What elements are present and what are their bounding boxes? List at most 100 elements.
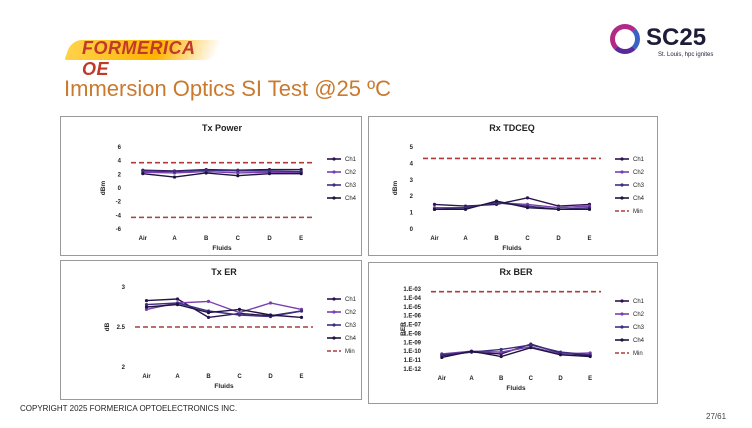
tx-power-ytick: 4: [118, 159, 122, 165]
rx-ber-xtick: B: [499, 376, 504, 382]
rx-tdceq-ytick: 0: [410, 227, 414, 233]
sc25-swirl-icon: [610, 24, 640, 54]
rx-tdceq-xtick: D: [556, 236, 561, 242]
tx-power-point-ch4: [267, 172, 272, 176]
tx-power-ytick: -2: [116, 200, 122, 206]
rx-tdceq-legend-marker: [620, 170, 624, 174]
tx-er-point-ch2: [206, 299, 211, 303]
tx-power-ytick: -4: [116, 213, 122, 219]
rx-tdceq-point-ch4: [463, 207, 468, 211]
tx-power-xtick: E: [299, 236, 303, 242]
tx-er-legend-marker: [332, 297, 336, 301]
tx-power-point-ch3: [172, 170, 177, 174]
tx-power-title: Tx Power: [202, 123, 243, 133]
tx-power-point-ch3: [236, 169, 240, 173]
rx-ber-ylabel: BER: [400, 322, 407, 336]
rx-ber-ytick: 1.E-05: [403, 305, 421, 311]
rx-tdceq-legend-label: Min: [633, 209, 643, 215]
rx-tdceq-xtick: A: [463, 236, 468, 242]
rx-tdceq-ylabel: dBm: [392, 181, 399, 196]
tx-er-ylabel: dB: [104, 322, 111, 331]
tx-er-xlabel: Fluids: [214, 383, 234, 390]
rx-tdceq-point-ch4: [525, 206, 530, 210]
tx-power-xtick: Air: [139, 236, 148, 242]
rx-ber-point-ch3: [529, 343, 533, 347]
rx-ber-point-ch4: [499, 354, 503, 359]
tx-power-point-ch3: [267, 169, 272, 173]
tx-power-ytick: 0: [118, 186, 122, 192]
tx-er-point-ch1: [175, 297, 180, 301]
rx-ber-legend-marker: [620, 312, 624, 316]
rx-tdceq-series-ch1-line: [434, 197, 590, 207]
rx-tdceq-legend-marker: [620, 196, 624, 200]
page-number: 27/61: [706, 412, 727, 421]
rx-tdceq-series-ch4-line: [434, 200, 590, 211]
tx-power-ytick: 2: [118, 172, 122, 178]
rx-ber-xtick: A: [469, 376, 474, 382]
tx-power-xlabel: Fluids: [212, 245, 232, 252]
tx-er-chart: Tx ER 3 2.5 2 dB Air A B C D E Fluids Ch1 Ch2 Ch3 Ch4 Mi…: [104, 267, 357, 390]
tx-er-legend-marker: [332, 323, 336, 327]
rx-ber-legend-marker: [620, 325, 624, 329]
chart-panel-rx-tdceq: Rx TDCEQ 5 4 3 2 1 0 dBm Air A B C D E Fluids Ch1 Ch2 Ch3…: [368, 116, 658, 256]
chart-panel-rx-ber: Rx BER 1.E-03 1.E-04 1.E-05 1.E-06 1.E-07 1.E-…: [368, 262, 658, 404]
rx-ber-ytick: 1.E-09: [403, 340, 421, 346]
tx-er-legend-label: Ch4: [345, 336, 357, 342]
sc25-logo-text: SC25: [646, 24, 707, 51]
tx-er-xtick: Air: [142, 374, 151, 380]
rx-tdceq-ytick: 2: [410, 194, 414, 200]
rx-ber-xtick: Air: [438, 376, 447, 382]
rx-ber-chart: Rx BER 1.E-03 1.E-04 1.E-05 1.E-06 1.E-07 1.E-…: [400, 267, 645, 392]
tx-er-point-ch1: [206, 315, 211, 319]
rx-tdceq-ytick: 1: [410, 211, 414, 217]
rx-ber-ytick: 1.E-10: [403, 349, 421, 355]
tx-er-xtick: B: [206, 374, 211, 380]
rx-tdceq-point-ch4: [556, 207, 561, 211]
rx-ber-title: Rx BER: [499, 267, 533, 277]
rx-ber-ytick: 1.E-06: [403, 314, 421, 320]
rx-tdceq-legend-label: Ch2: [633, 170, 645, 176]
rx-ber-ytick: 1.E-07: [403, 323, 421, 329]
rx-tdceq-point-ch1: [525, 196, 530, 200]
tx-power-point-ch4: [204, 171, 208, 175]
rx-ber-xlabel: Fluids: [506, 385, 526, 392]
rx-ber-point-ch3: [558, 350, 563, 354]
tx-er-ytick: 3: [122, 285, 126, 291]
tx-power-legend-marker: [332, 157, 336, 161]
tx-er-point-ch4: [206, 311, 211, 315]
tx-power-xtick: A: [172, 236, 177, 242]
tx-power-point-ch3: [204, 168, 208, 172]
tx-er-point-ch3: [237, 313, 242, 317]
rx-ber-point-ch4: [440, 355, 444, 360]
tx-power-legend-marker: [332, 196, 336, 200]
tx-er-point-ch1: [144, 299, 149, 303]
rx-tdceq-legend-marker: [620, 157, 624, 161]
tx-er-series-ch4-line: [146, 303, 302, 319]
tx-power-xtick: D: [267, 236, 272, 242]
formerica-logo-text: FORMERICA OE: [82, 38, 195, 79]
tx-er-legend-marker: [332, 336, 336, 340]
rx-ber-ytick: 1.E-12: [403, 367, 421, 373]
rx-ber-point-ch4: [529, 346, 533, 350]
tx-power-legend-label: Ch2: [345, 170, 357, 176]
slide-title: Immersion Optics SI Test @25 ºC: [64, 76, 392, 101]
rx-tdceq-ytick: 4: [410, 161, 414, 167]
rx-ber-xtick: C: [529, 376, 534, 382]
rx-tdceq-xtick: B: [494, 236, 499, 242]
rx-tdceq-legend-label: Ch4: [633, 196, 645, 202]
tx-er-point-ch2: [144, 307, 149, 311]
rx-ber-legend-label: Ch4: [633, 338, 645, 344]
rx-tdceq-ytick: 5: [410, 145, 414, 151]
rx-tdceq-point-ch4: [432, 207, 437, 211]
tx-er-point-ch3: [299, 309, 304, 313]
tx-power-legend-marker: [332, 170, 336, 174]
tx-power-legend-label: Ch3: [345, 183, 357, 189]
rx-tdceq-xtick: C: [525, 236, 530, 242]
tx-er-xtick: A: [175, 374, 180, 380]
rx-ber-ytick: 1.E-11: [404, 358, 422, 364]
tx-er-point-ch4: [144, 305, 149, 309]
tx-power-point-ch3: [141, 169, 145, 173]
chart-panel-tx-power: Tx Power 6 4 2 0 -2 -4 -6 dBm Air A B C D E Fluids Ch1 Ch…: [60, 116, 362, 256]
tx-er-xtick: C: [237, 374, 242, 380]
tx-power-legend-label: Ch4: [345, 196, 357, 202]
